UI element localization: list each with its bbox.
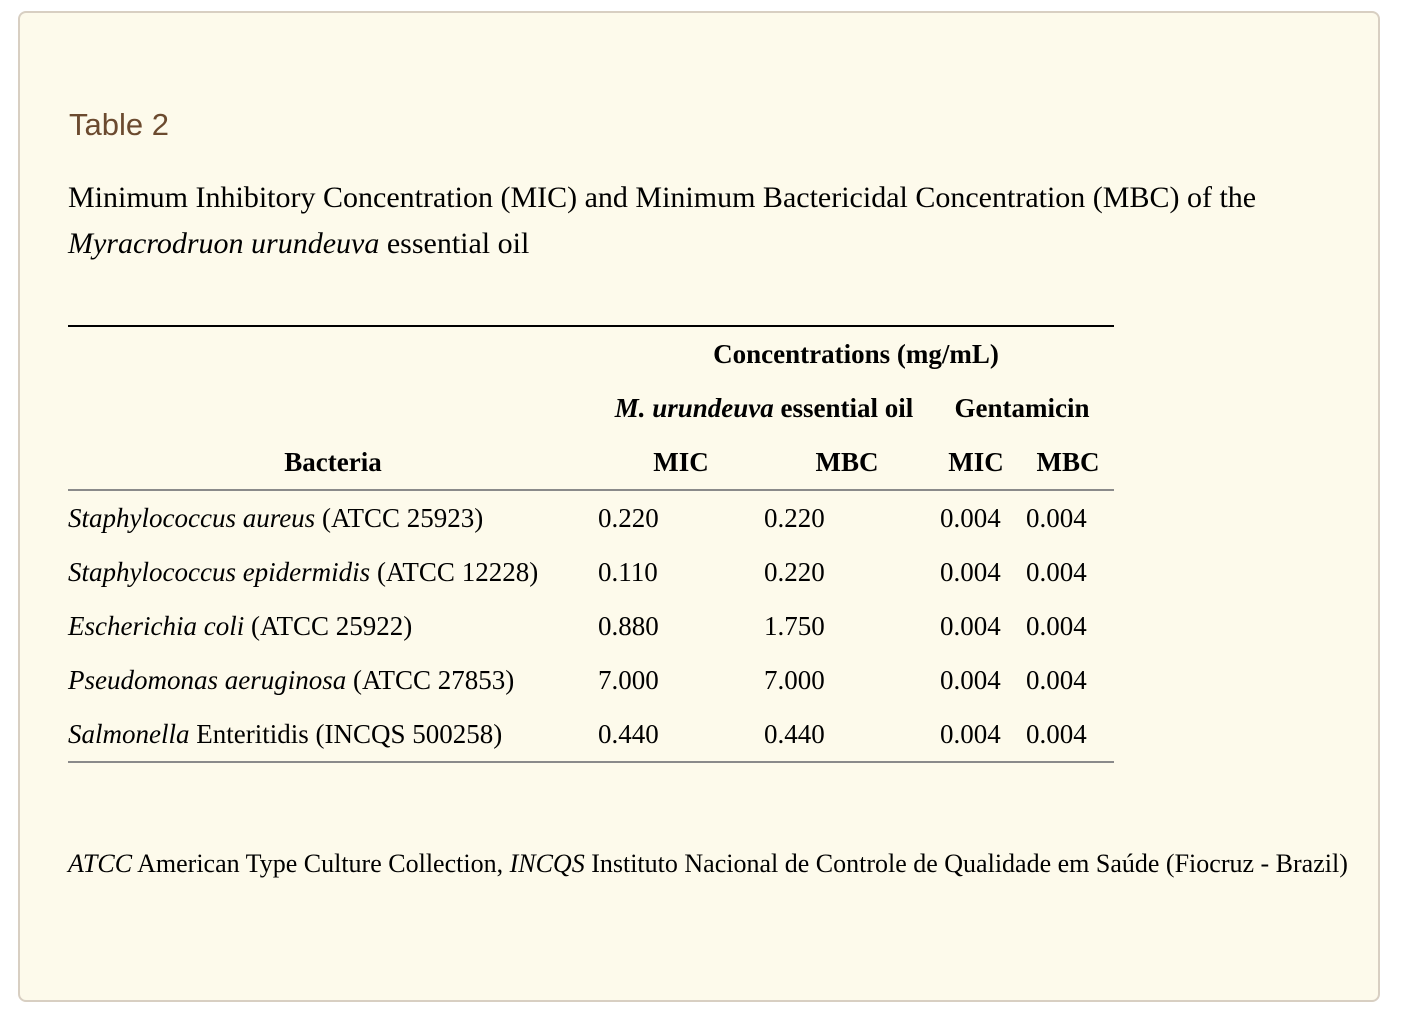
- header-oil-species: M. urundeuva: [614, 392, 774, 423]
- bacteria-name: Staphylococcus aureus (ATCC 25923): [68, 490, 598, 545]
- caption-text-start: Minimum Inhibitory Concentration (MIC) a…: [68, 181, 1257, 214]
- oil-mic-value: 0.220: [598, 502, 659, 533]
- oil-mic-value: 7.000: [598, 664, 659, 695]
- footnote-abbr-incqs: INCQS: [509, 849, 585, 878]
- bacteria-species: Staphylococcus aureus: [68, 502, 316, 533]
- header-concentrations: Concentrations (mg/mL): [598, 325, 1114, 381]
- bacteria-strain: Enteritidis (INCQS 500258): [189, 718, 503, 749]
- table-label: Table 2: [69, 107, 169, 142]
- caption-text-end: essential oil: [379, 227, 530, 260]
- oil-mbc-value: 7.000: [764, 664, 825, 695]
- table-footnote: ATCC American Type Culture Collection, I…: [68, 845, 1348, 882]
- footnote-text-atcc: American Type Culture Collection,: [132, 849, 510, 878]
- oil-mbc-value: 1.750: [764, 610, 825, 641]
- bacteria-name: Staphylococcus epidermidis (ATCC 12228): [68, 545, 598, 599]
- bacteria-strain: (ATCC 25923): [315, 502, 484, 533]
- oil-mbc-value: 0.440: [764, 707, 930, 763]
- gen-mbc-value: 0.004: [1026, 502, 1087, 533]
- oil-mbc-value: 0.220: [764, 556, 825, 587]
- header-oil-mbc: MBC: [764, 435, 930, 491]
- gen-mic-value: 0.004: [940, 664, 1001, 695]
- bacteria-species: Salmonella: [68, 718, 190, 749]
- table-row: Pseudomonas aeruginosa (ATCC 27853) 7.00…: [68, 653, 1114, 707]
- oil-mbc-value: 0.220: [764, 502, 825, 533]
- gen-mbc-value: 0.004: [1026, 556, 1087, 587]
- gen-mbc-value: 0.004: [1022, 707, 1114, 763]
- header-row-concentrations: Concentrations (mg/mL): [68, 325, 1114, 381]
- bacteria-species: Staphylococcus epidermidis: [68, 556, 371, 587]
- oil-mic-value: 0.880: [598, 610, 659, 641]
- gen-mic-value: 0.004: [940, 610, 1001, 641]
- gen-mic-value: 0.004: [930, 707, 1022, 763]
- gen-mbc-value: 0.004: [1026, 664, 1087, 695]
- header-gentamicin: Gentamicin: [954, 392, 1090, 423]
- bacteria-name: Pseudomonas aeruginosa (ATCC 27853): [68, 653, 598, 707]
- table-panel: Table 2 Minimum Inhibitory Concentration…: [18, 11, 1380, 1002]
- bacteria-strain: (ATCC 12228): [370, 556, 539, 587]
- gen-mbc-value: 0.004: [1026, 610, 1087, 641]
- header-row-columns: Bacteria MIC MBC MIC MBC: [68, 435, 1114, 491]
- data-table: Concentrations (mg/mL) M. urundeuva esse…: [68, 325, 1114, 763]
- bacteria-species: Pseudomonas aeruginosa: [68, 664, 347, 695]
- gen-mic-value: 0.004: [940, 556, 1001, 587]
- gen-mic-value: 0.004: [940, 502, 1001, 533]
- bacteria-strain: (ATCC 27853): [346, 664, 515, 695]
- header-row-agents: M. urundeuva essential oil Gentamicin: [68, 381, 1114, 435]
- header-oil-label: essential oil: [773, 392, 914, 423]
- table-row: Salmonella Enteritidis (INCQS 500258) 0.…: [68, 707, 1114, 763]
- bacteria-species: Escherichia coli: [68, 610, 245, 641]
- header-oil-mic: MIC: [598, 435, 764, 491]
- header-oil: M. urundeuva essential oil: [598, 381, 930, 435]
- bacteria-strain: (ATCC 25922): [244, 610, 413, 641]
- header-gen-mbc: MBC: [1022, 435, 1114, 491]
- header-bacteria: Bacteria: [68, 435, 598, 491]
- header-gen-mic: MIC: [930, 435, 1022, 491]
- oil-mic-value: 0.110: [598, 556, 658, 587]
- footnote-abbr-atcc: ATCC: [68, 849, 133, 878]
- table-row: Staphylococcus epidermidis (ATCC 12228) …: [68, 545, 1114, 599]
- bacteria-name: Salmonella Enteritidis (INCQS 500258): [68, 707, 598, 763]
- table-row: Staphylococcus aureus (ATCC 25923) 0.220…: [68, 490, 1114, 545]
- bacteria-name: Escherichia coli (ATCC 25922): [68, 599, 598, 653]
- footnote-text-incqs: Instituto Nacional de Controle de Qualid…: [584, 849, 1348, 878]
- oil-mic-value: 0.440: [598, 707, 764, 763]
- table-caption: Minimum Inhibitory Concentration (MIC) a…: [68, 175, 1348, 267]
- caption-species: Myracrodruon urundeuva: [68, 227, 380, 260]
- table-row: Escherichia coli (ATCC 25922) 0.880 1.75…: [68, 599, 1114, 653]
